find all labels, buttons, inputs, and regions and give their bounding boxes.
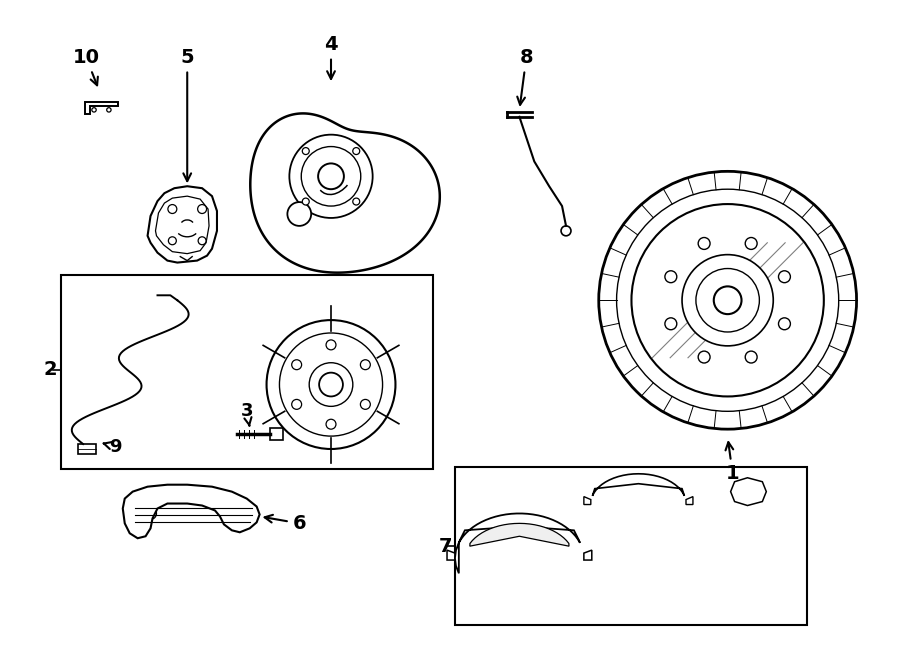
Circle shape: [168, 237, 176, 245]
Polygon shape: [86, 102, 118, 114]
Circle shape: [302, 198, 310, 205]
Circle shape: [682, 254, 773, 346]
Circle shape: [145, 508, 157, 520]
Text: 8: 8: [518, 48, 533, 105]
Circle shape: [665, 271, 677, 283]
Circle shape: [168, 204, 176, 214]
Circle shape: [714, 286, 742, 314]
Circle shape: [302, 147, 361, 206]
Text: 9: 9: [104, 438, 122, 456]
Circle shape: [318, 163, 344, 189]
Text: 1: 1: [725, 442, 740, 483]
Circle shape: [290, 135, 373, 218]
Circle shape: [279, 333, 382, 436]
Circle shape: [107, 108, 111, 112]
Bar: [61, 276, 433, 469]
Circle shape: [353, 198, 360, 205]
Circle shape: [302, 147, 310, 155]
Circle shape: [320, 373, 343, 397]
Text: 3: 3: [240, 403, 253, 426]
Circle shape: [198, 204, 207, 214]
Bar: [269, 428, 284, 440]
Text: 4: 4: [324, 35, 338, 79]
Circle shape: [292, 360, 302, 369]
Circle shape: [326, 340, 336, 350]
Polygon shape: [592, 474, 684, 496]
Circle shape: [360, 360, 370, 369]
Circle shape: [266, 320, 395, 449]
Text: 5: 5: [180, 48, 194, 181]
Polygon shape: [686, 496, 693, 504]
Polygon shape: [731, 478, 766, 506]
Text: 6: 6: [265, 514, 306, 533]
Circle shape: [198, 237, 206, 245]
Text: 2: 2: [43, 360, 58, 379]
Circle shape: [778, 318, 790, 330]
Circle shape: [287, 202, 311, 226]
Polygon shape: [584, 550, 592, 560]
Polygon shape: [584, 496, 590, 504]
Circle shape: [310, 363, 353, 407]
Circle shape: [778, 271, 790, 283]
Circle shape: [353, 147, 360, 155]
Circle shape: [292, 399, 302, 409]
Text: 10: 10: [73, 48, 100, 85]
Polygon shape: [148, 186, 217, 262]
Circle shape: [698, 351, 710, 363]
Circle shape: [698, 237, 710, 249]
Polygon shape: [447, 550, 455, 560]
Polygon shape: [122, 485, 259, 538]
Circle shape: [92, 108, 96, 112]
Text: 7: 7: [438, 537, 452, 556]
Polygon shape: [455, 514, 580, 573]
Circle shape: [665, 318, 677, 330]
Polygon shape: [470, 524, 569, 546]
Circle shape: [696, 268, 760, 332]
Circle shape: [360, 399, 370, 409]
Circle shape: [632, 204, 824, 397]
Circle shape: [326, 419, 336, 429]
Circle shape: [598, 171, 857, 429]
Bar: [455, 467, 807, 625]
Bar: [78, 444, 96, 454]
Polygon shape: [156, 196, 209, 254]
Circle shape: [745, 351, 757, 363]
Circle shape: [561, 226, 571, 236]
Circle shape: [234, 508, 246, 520]
Circle shape: [616, 189, 839, 411]
Polygon shape: [250, 114, 440, 272]
Circle shape: [745, 237, 757, 249]
